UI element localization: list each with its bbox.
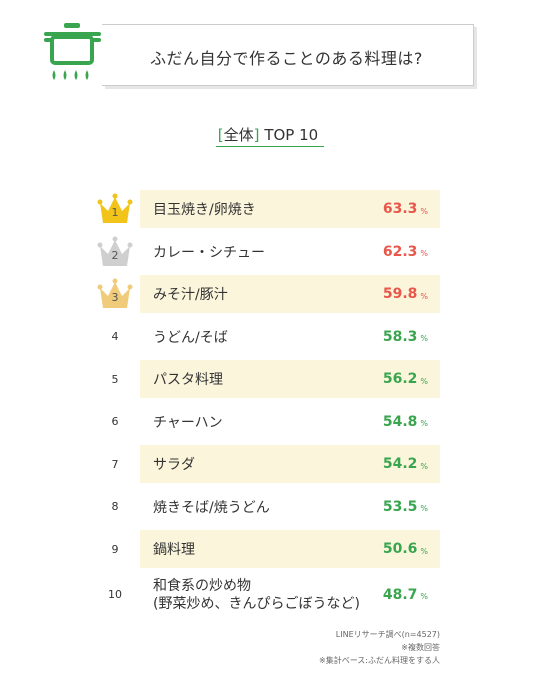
cooking-pot-icon: [44, 23, 101, 80]
item-label: 目玉焼き/卵焼き: [153, 202, 256, 218]
item-label: うどん/そば: [153, 329, 228, 346]
row-highlight: [140, 275, 440, 313]
item-label-group: 和食系の炒め物 (野菜炒め、きんぴらごぼうなど): [153, 573, 360, 617]
value-unit: %: [420, 249, 428, 258]
value-number: 63.3: [382, 201, 418, 217]
item-label-group: うどん/そば: [153, 318, 228, 356]
footnote-base: ※集計ベース:ふだん料理をする人: [319, 656, 440, 665]
row-highlight: [140, 445, 440, 483]
item-label-group: パスタ料理: [153, 360, 223, 398]
crown-bronze-icon: [97, 278, 133, 308]
subtitle-bracket-close: ]: [253, 126, 260, 144]
ranking-row: 10 和食系の炒め物 (野菜炒め、きんぴらごぼうなど) 48.7%: [90, 573, 440, 617]
item-label: 焼きそば/焼うどん: [153, 499, 270, 516]
item-label: チャーハン: [153, 414, 223, 431]
subtitle-bracket-open: [: [217, 126, 224, 144]
value-number: 58.3: [382, 328, 418, 345]
item-label: みそ汁/豚汁: [153, 287, 228, 303]
percentage-value: 54.8%: [383, 403, 428, 441]
value-unit: %: [420, 419, 428, 428]
ranking-row: 8 焼きそば/焼うどん 53.5%: [90, 488, 440, 526]
percentage-value: 50.6%: [383, 530, 428, 568]
crown-silver-icon: [97, 236, 133, 266]
percentage-value: 53.5%: [383, 488, 428, 526]
rank-number: 6: [111, 415, 119, 428]
ranking-row: 6 チャーハン 54.8%: [90, 403, 440, 441]
percentage-value: 62.3%: [383, 233, 428, 271]
percentage-value: 54.2%: [383, 445, 428, 483]
percentage-value: 63.3%: [383, 190, 428, 228]
value-unit: %: [420, 376, 428, 386]
item-label: 和食系の炒め物: [153, 577, 251, 594]
value-unit: %: [420, 291, 428, 301]
item-label: カレー・シチュー: [153, 244, 265, 261]
value-unit: %: [420, 504, 428, 513]
ranking-row: 4 うどん/そば 58.3%: [90, 318, 440, 356]
value-number: 56.2: [382, 371, 418, 387]
value-number: 54.8: [382, 413, 418, 430]
subtitle-underline: [216, 146, 324, 147]
item-label-group: 焼きそば/焼うどん: [153, 488, 270, 526]
rank-number: 7: [111, 457, 119, 471]
footnote-source: LINEリサーチ調べ(n=4527): [335, 630, 440, 639]
ranking-row: 1 目玉焼き/卵焼き 63.3%: [90, 190, 440, 228]
rank-number: 8: [111, 500, 119, 513]
header: ふだん自分で作ることのある料理は?: [24, 16, 474, 96]
item-label: サラダ: [153, 457, 195, 473]
value-number: 54.2: [382, 456, 418, 472]
ranking-row: 3 みそ汁/豚汁 59.8%: [90, 275, 440, 313]
rank-number: 4: [111, 330, 119, 343]
percentage-value: 48.7%: [383, 573, 428, 617]
value-number: 50.6: [382, 541, 418, 557]
value-unit: %: [420, 461, 428, 471]
item-label: 鍋料理: [153, 542, 195, 558]
item-sublabel: (野菜炒め、きんぴらごぼうなど): [153, 595, 360, 612]
item-label: パスタ料理: [153, 372, 223, 388]
item-label-group: 鍋料理: [153, 530, 195, 568]
item-label-group: 目玉焼き/卵焼き: [153, 190, 256, 228]
ranking-row: 5 パスタ料理 56.2%: [90, 360, 440, 398]
ranking-row: 7 サラダ 54.2%: [90, 445, 440, 483]
value-unit: %: [420, 592, 428, 601]
rank-number: 3: [111, 291, 119, 304]
row-highlight: [140, 190, 440, 228]
row-highlight: [140, 530, 440, 568]
ranking-row: 9 鍋料理 50.6%: [90, 530, 440, 568]
crown-gold-icon: [97, 193, 133, 223]
item-label-group: サラダ: [153, 445, 195, 483]
value-number: 62.3: [382, 243, 418, 260]
value-unit: %: [420, 546, 428, 556]
item-label-group: カレー・シチュー: [153, 233, 265, 271]
footnote-multiple: ※複数回答: [401, 643, 440, 652]
rank-number: 2: [111, 248, 119, 262]
rank-number: 1: [111, 206, 119, 219]
item-label-group: みそ汁/豚汁: [153, 275, 228, 313]
percentage-value: 56.2%: [383, 360, 428, 398]
question-title: ふだん自分で作ることのある料理は?: [150, 49, 423, 68]
rank-number: 9: [111, 542, 119, 556]
subtitle: [全体] TOP 10: [0, 124, 536, 145]
value-unit: %: [420, 206, 428, 216]
footnotes: LINEリサーチ調べ(n=4527) ※複数回答 ※集計ベース:ふだん料理をする…: [319, 628, 440, 667]
percentage-value: 59.8%: [383, 275, 428, 313]
subtitle-label: TOP 10: [264, 126, 319, 144]
title-box: ふだん自分で作ることのある料理は?: [102, 24, 474, 86]
value-number: 48.7: [382, 586, 418, 603]
subtitle-segment: 全体: [223, 126, 254, 144]
value-number: 53.5: [382, 498, 418, 515]
ranking-row: 2 カレー・シチュー 62.3%: [90, 233, 440, 271]
percentage-value: 58.3%: [383, 318, 428, 356]
item-label-group: チャーハン: [153, 403, 223, 441]
rank-number: 10: [108, 588, 122, 601]
row-highlight: [140, 360, 440, 398]
value-number: 59.8: [382, 286, 418, 302]
rank-number: 5: [111, 372, 119, 386]
value-unit: %: [420, 334, 428, 343]
